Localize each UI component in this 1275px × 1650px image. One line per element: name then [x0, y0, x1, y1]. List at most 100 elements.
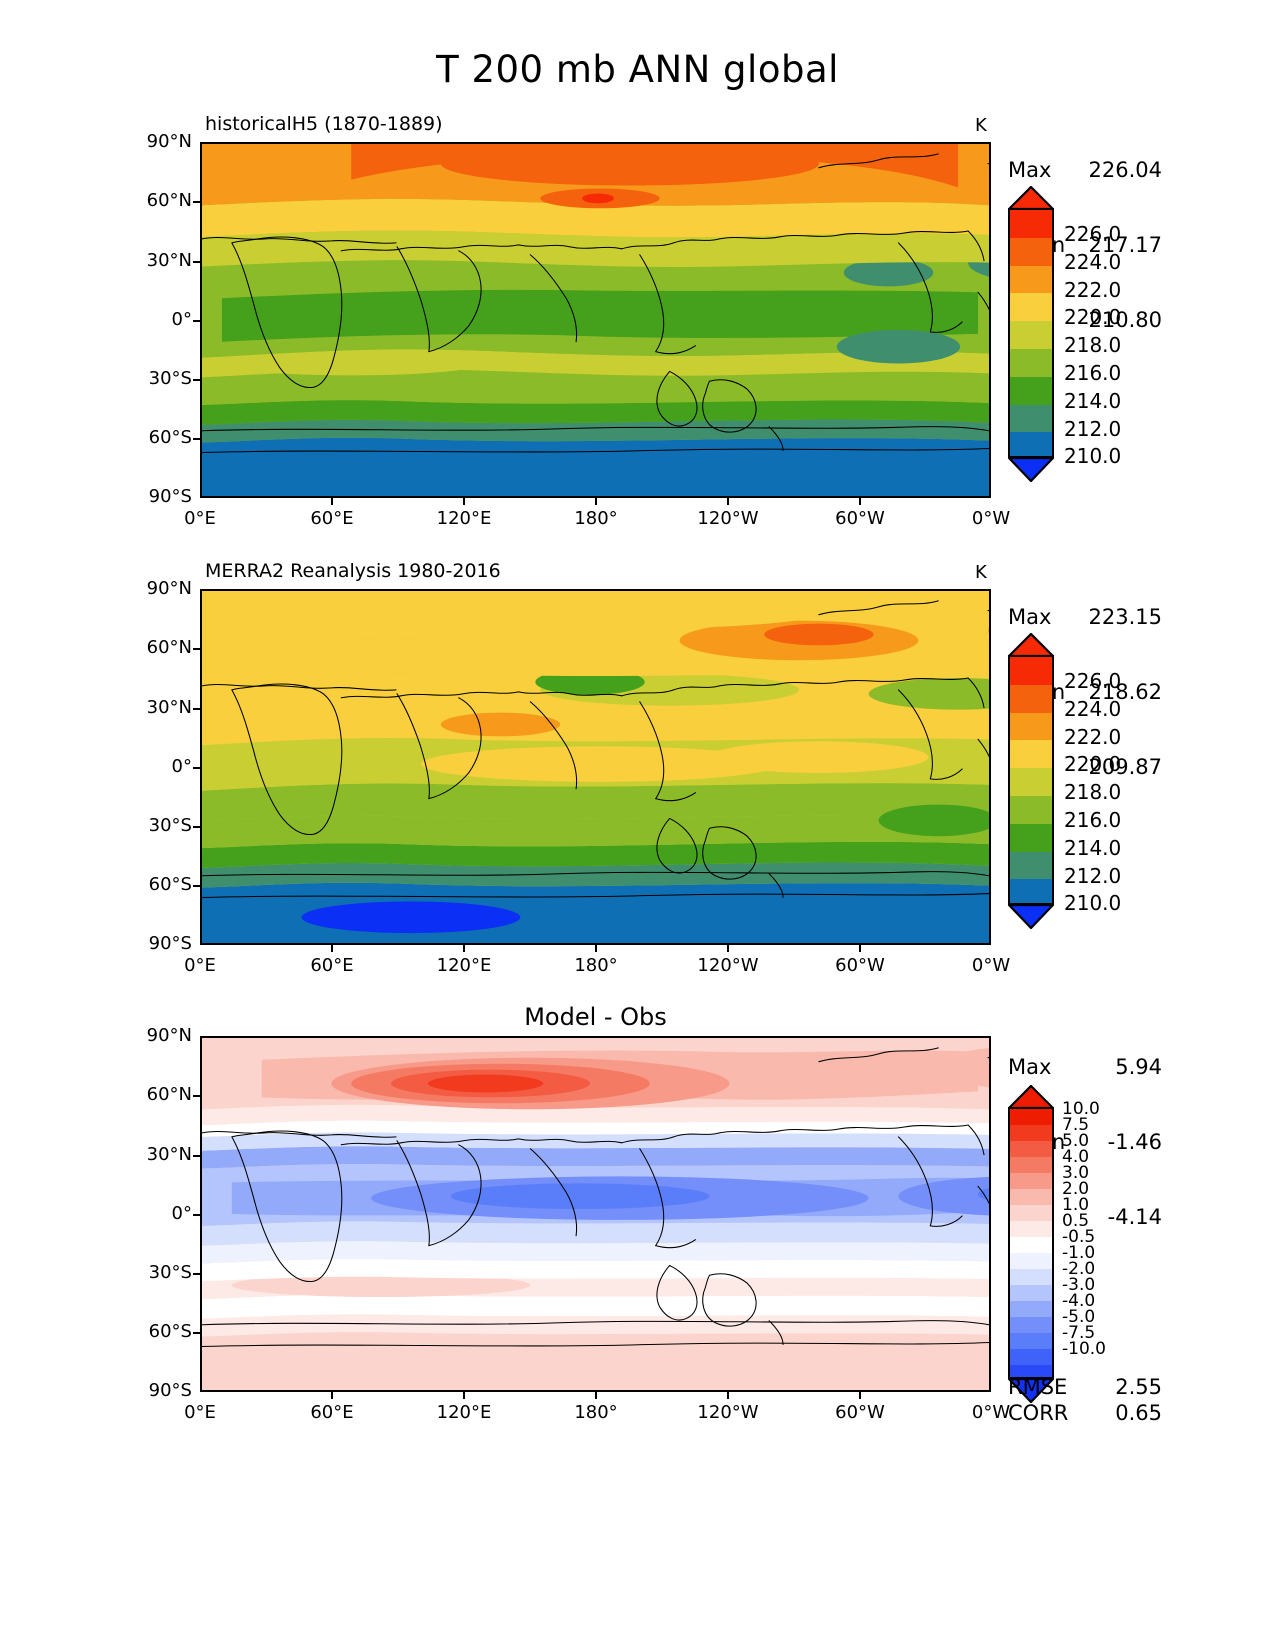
colorbar-segment: [1010, 1269, 1052, 1285]
map-obs[interactable]: [200, 589, 991, 945]
colorbar-tick-label: 214.0: [1064, 388, 1122, 413]
stat-value: 5.94: [1115, 1055, 1162, 1079]
corr-label: CORR: [1008, 1401, 1069, 1425]
ytick-label: 90°N: [146, 578, 192, 599]
colorbar-tick-label: -2.0: [1062, 1259, 1096, 1279]
xtick-label: 0°W: [971, 1402, 1011, 1423]
xtick-label: 180°: [574, 1402, 618, 1423]
ytick-mark: [193, 826, 200, 828]
ytick-label: 60°N: [146, 1084, 192, 1105]
xtick-label: 120°E: [436, 1402, 492, 1423]
colorbar-segment: [1010, 1189, 1052, 1205]
colorbar-segment: [1010, 1205, 1052, 1221]
colorbar-tick-label: 212.0: [1064, 863, 1122, 888]
xtick-mark: [331, 498, 333, 505]
colorbar-segment: [1010, 657, 1052, 685]
colorbar-tick-label: 226.0: [1064, 669, 1122, 693]
xtick-label: 120°E: [436, 508, 492, 529]
colorbar-segment: [1010, 768, 1052, 796]
xtick-label: 120°W: [697, 955, 759, 976]
colorbar-tick-label: 224.0: [1064, 249, 1122, 274]
colorbar-difference-body: [1008, 1107, 1054, 1379]
xtick-label: 60°E: [310, 1402, 354, 1423]
ytick-label: 60°S: [148, 874, 192, 895]
xtick-mark: [859, 1392, 861, 1399]
colorbar-segment: [1010, 796, 1052, 824]
xtick-mark: [859, 498, 861, 505]
colorbar-segment: [1010, 851, 1052, 880]
colorbar-tick-label: 3.0: [1062, 1163, 1090, 1183]
colorbar-tick-label: 216.0: [1064, 361, 1122, 385]
colorbar-segment: [1010, 1317, 1052, 1333]
colorbar-tick-label: -3.0: [1062, 1275, 1096, 1295]
colorbar-tick-label: 218.0: [1064, 780, 1122, 805]
map-difference[interactable]: [200, 1036, 991, 1392]
xtick-label: 60°W: [835, 1402, 885, 1423]
panel-difference-title: Model - Obs: [524, 1003, 667, 1031]
colorbar-tick-label: -4.0: [1062, 1291, 1096, 1311]
colorbar-tick-label: -7.5: [1062, 1323, 1096, 1343]
difference-footer-stats: RMSE 2.55 CORR 0.65: [1008, 1374, 1162, 1426]
colorbar-segment: [1010, 349, 1052, 377]
ytick-label: 30°S: [148, 815, 192, 836]
colorbar-tick-label: 216.0: [1064, 808, 1122, 832]
stat-label: Max: [1008, 605, 1052, 629]
ytick-label: 90°S: [148, 1380, 192, 1401]
xtick-label: 120°W: [697, 508, 759, 529]
colorbar-segment: [1010, 684, 1052, 713]
colorbar-tick-label: -1.0: [1062, 1243, 1096, 1263]
ytick-mark: [193, 201, 200, 203]
colorbar-tick-label: 212.0: [1064, 416, 1122, 441]
colorbar-tick-label: 1.0: [1062, 1195, 1090, 1215]
colorbar-tick-label: 210.0: [1064, 891, 1122, 916]
stat-value: -1.46: [1107, 1130, 1162, 1154]
xtick-label: 0°W: [971, 508, 1011, 529]
map-model[interactable]: [200, 142, 991, 498]
colorbar-segment: [1010, 712, 1052, 741]
colorbar-segment: [1010, 1109, 1052, 1125]
corr-value: 0.65: [1115, 1401, 1162, 1425]
ytick-mark: [193, 1273, 200, 1275]
xtick-label: 60°W: [835, 508, 885, 529]
colorbar-tick-label: 222.0: [1064, 724, 1122, 749]
ytick-label: 30°N: [146, 1144, 192, 1165]
xtick-mark: [463, 498, 465, 505]
ytick-mark: [193, 1155, 200, 1157]
xtick-label: 180°: [574, 955, 618, 976]
colorbar-segment: [1010, 1173, 1052, 1189]
colorbar-tick-label: 210.0: [1064, 444, 1122, 469]
stat-label: Max: [1008, 1055, 1052, 1079]
ytick-mark: [193, 767, 200, 769]
colorbar-tick-label: 5.0: [1062, 1131, 1090, 1151]
stat-value: 209.87: [1088, 755, 1162, 779]
ytick-label: 90°N: [146, 131, 192, 152]
colorbar-segment: [1010, 404, 1052, 433]
colorbar-extend-down-arrow: [1008, 903, 1054, 929]
colorbar-obs-body: [1008, 655, 1054, 905]
colorbar-tick-label: 7.5: [1062, 1115, 1090, 1135]
stat-value: 218.62: [1088, 680, 1162, 704]
xtick-label: 0°E: [184, 955, 216, 976]
xtick-mark: [727, 1392, 729, 1399]
xtick-label: 0°E: [184, 1402, 216, 1423]
colorbar-tick-label: 220.0: [1064, 752, 1122, 777]
xtick-mark: [595, 498, 597, 505]
ytick-mark: [193, 438, 200, 440]
ytick-label: 30°N: [146, 250, 192, 271]
colorbar-extend-up-arrow: [1008, 1085, 1054, 1109]
xtick-mark: [331, 1392, 333, 1399]
xtick-mark: [859, 945, 861, 952]
colorbar-tick-label: -0.5: [1062, 1227, 1096, 1247]
ytick-mark: [193, 320, 200, 322]
ytick-label: 60°N: [146, 637, 192, 658]
colorbar-tick-label: 218.0: [1064, 333, 1122, 358]
colorbar-segment: [1010, 823, 1052, 852]
colorbar-segment: [1010, 237, 1052, 266]
panel-obs-title: MERRA2 Reanalysis 1980-2016: [205, 560, 501, 582]
ytick-label: 60°S: [148, 1321, 192, 1342]
colorbar-tick-label: -10.0: [1062, 1339, 1106, 1359]
figure-title: T 200 mb ANN global: [436, 48, 839, 91]
colorbar-tick-label: 10.0: [1062, 1099, 1100, 1119]
